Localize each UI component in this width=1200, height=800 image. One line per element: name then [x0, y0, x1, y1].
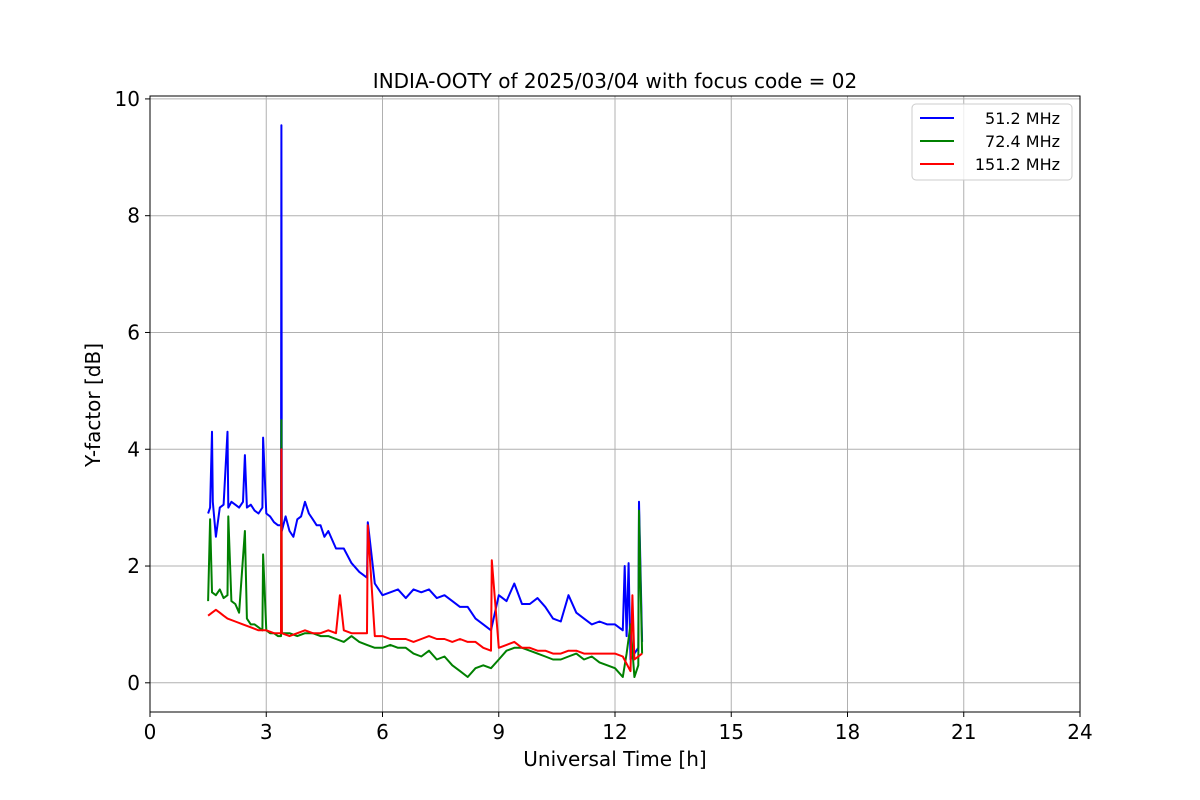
x-tick-label: 18 — [835, 720, 860, 744]
x-axis: 0 3 6 9 12 15 18 21 24 — [144, 712, 1093, 744]
legend-box — [911, 103, 1073, 181]
legend: 51.2 MHz 72.4 MHz 151.2 MHz — [911, 103, 1073, 181]
y-tick-label: 8 — [127, 204, 140, 228]
chart-title: INDIA-OOTY of 2025/03/04 with focus code… — [373, 69, 857, 93]
y-tick-label: 4 — [127, 437, 140, 461]
x-tick-label: 6 — [376, 720, 389, 744]
x-axis-label: Universal Time [h] — [523, 747, 706, 771]
y-tick-label: 2 — [127, 554, 140, 578]
y-tick-label: 10 — [115, 87, 140, 111]
x-tick-label: 24 — [1067, 720, 1092, 744]
series-layer — [207, 124, 644, 678]
y-tick-label: 6 — [127, 320, 140, 344]
x-tick-label: 21 — [951, 720, 976, 744]
x-tick-label: 9 — [492, 720, 505, 744]
legend-label: 72.4 MHz — [985, 132, 1060, 151]
y-tick-label: 0 — [127, 671, 140, 695]
series-line-0 — [207, 124, 644, 661]
series-line-2 — [207, 448, 643, 673]
y-axis: 0 2 4 6 8 10 — [115, 87, 150, 695]
series-line-1 — [207, 419, 644, 678]
legend-label: 51.2 MHz — [985, 109, 1060, 128]
x-tick-label: 15 — [719, 720, 744, 744]
legend-label: 151.2 MHz — [975, 155, 1060, 174]
x-tick-label: 3 — [260, 720, 273, 744]
x-tick-label: 12 — [602, 720, 627, 744]
y-axis-label: Y-factor [dB] — [81, 343, 105, 468]
x-tick-label: 0 — [144, 720, 157, 744]
